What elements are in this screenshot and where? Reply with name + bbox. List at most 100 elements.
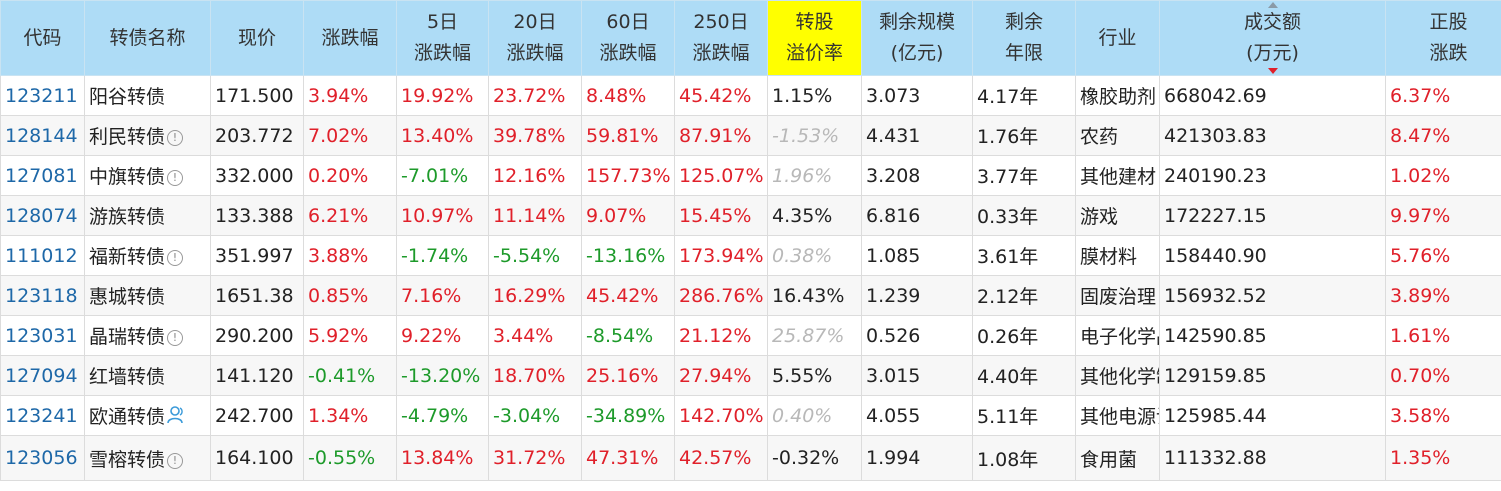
bond-name[interactable]: 雪榕转债! — [84, 435, 211, 481]
bond-code-link-text[interactable]: 127094 — [5, 364, 78, 387]
col-header-industry[interactable]: 行业 — [1075, 0, 1160, 76]
bond-code-link[interactable]: 127081 — [0, 155, 85, 196]
col-header-turnover[interactable]: 成交额 (万元) — [1159, 0, 1386, 76]
bond-code-link[interactable]: 123118 — [0, 275, 85, 316]
stock-change-value-text: 0.70% — [1390, 364, 1451, 387]
bond-code-link-text[interactable]: 128074 — [5, 204, 78, 227]
change-value: 0.85% — [303, 275, 397, 316]
bond-name[interactable]: 福新转债! — [84, 235, 211, 276]
info-icon[interactable]: ! — [167, 130, 184, 146]
table-row[interactable]: 123031 晶瑞转债! 290.200 5.92% 9.22% 3.44% -8.54% 2… — [0, 315, 1501, 356]
bond-name-text[interactable]: 惠城转债 — [89, 286, 166, 308]
table-row[interactable]: 128144 利民转债! 203.772 7.02% 13.40% 39.78% 59.81… — [0, 115, 1501, 156]
table-row[interactable]: 123056 雪榕转债! 164.100 -0.55% 13.84% 31.72% 47.3… — [0, 435, 1501, 481]
info-icon[interactable]: ! — [167, 330, 184, 346]
remaining-years-value: 3.61年 — [972, 235, 1076, 276]
user-icon[interactable] — [166, 405, 186, 425]
bond-code-link[interactable]: 123241 — [0, 395, 85, 436]
bond-code-link-text[interactable]: 127081 — [5, 164, 78, 187]
bond-code-link[interactable]: 123031 — [0, 315, 85, 356]
turnover-value-text: 125985.44 — [1164, 404, 1267, 427]
sort-descending-icon[interactable] — [1267, 68, 1278, 74]
table-row[interactable]: 127081 中旗转债! 332.000 0.20% -7.01% 12.16% 157.7… — [0, 155, 1501, 196]
convertible-bond-table: 代码 转债名称 现价 涨跌幅 5日 涨跌幅 20日 涨跌幅 60日 涨跌幅 250日涨… — [0, 0, 1501, 481]
change-250d-value: 42.57% — [674, 435, 768, 481]
turnover-value-text: 240190.23 — [1164, 164, 1267, 187]
change-250d-value: 45.42% — [674, 75, 768, 116]
bond-name[interactable]: 阳谷转债 — [84, 75, 211, 116]
table-row[interactable]: 128074 游族转债 133.388 6.21% 10.97% 11.14% 9.07% 1… — [0, 195, 1501, 236]
bond-name-text[interactable]: 红墙转债 — [89, 366, 166, 388]
bond-name-text[interactable]: 利民转债 — [89, 126, 166, 148]
bond-code-link-text[interactable]: 123056 — [5, 447, 78, 469]
premium-value: 4.35% — [767, 195, 862, 236]
change-60d-value: 47.31% — [581, 435, 675, 481]
stock-change-value-text: 3.89% — [1390, 284, 1451, 307]
info-icon[interactable]: ! — [167, 250, 184, 266]
bond-name[interactable]: 红墙转债 — [84, 355, 211, 396]
bond-code-link-text[interactable]: 123031 — [5, 324, 78, 347]
bond-code-link[interactable]: 128144 — [0, 115, 85, 156]
bond-code-link-text[interactable]: 111012 — [5, 244, 78, 267]
price-value-text: 203.772 — [215, 124, 294, 147]
stock-change-value: 3.58% — [1385, 395, 1501, 436]
table-row[interactable]: 123118 惠城转债 1651.38 0.85% 7.16% 16.29% 45.42% 2… — [0, 275, 1501, 316]
col-header-code[interactable]: 代码 — [0, 0, 85, 76]
col-header-20d-change[interactable]: 20日 涨跌幅 — [488, 0, 582, 76]
bond-name[interactable]: 中旗转债! — [84, 155, 211, 196]
bond-name-text[interactable]: 雪榕转债 — [89, 448, 166, 471]
table-row[interactable]: 111012 福新转债! 351.997 3.88% -1.74% -5.54% -13.1… — [0, 235, 1501, 276]
bond-code-link-text[interactable]: 123211 — [5, 84, 78, 107]
remaining-years-value-text: 5.11年 — [977, 406, 1039, 428]
change-5d-value: -7.01% — [396, 155, 489, 196]
bond-name[interactable]: 惠城转债 — [84, 275, 211, 316]
stock-change-value-text: 8.47% — [1390, 124, 1451, 147]
bond-name-text[interactable]: 阳谷转债 — [89, 86, 166, 108]
bond-name[interactable]: 欧通转债 — [84, 395, 211, 436]
bond-code-link[interactable]: 128074 — [0, 195, 85, 236]
industry-value: 其他电源设备 — [1075, 395, 1160, 436]
col-header-250d-change[interactable]: 250日 涨跌幅 — [674, 0, 768, 76]
sort-ascending-icon[interactable] — [1267, 2, 1278, 8]
bond-code-link[interactable]: 123211 — [0, 75, 85, 116]
premium-value: 0.38% — [767, 235, 862, 276]
col-header-remaining-years[interactable]: 剩余 年限 — [972, 0, 1076, 76]
change-5d-value: -4.79% — [396, 395, 489, 436]
bond-name-text[interactable]: 晶瑞转债 — [89, 326, 166, 348]
header-label: 60日 — [606, 11, 650, 33]
col-header-60d-change[interactable]: 60日 涨跌幅 — [581, 0, 675, 76]
bond-code-link[interactable]: 111012 — [0, 235, 85, 276]
change-250d-value: 15.45% — [674, 195, 768, 236]
bond-code-link-text[interactable]: 123241 — [5, 404, 78, 427]
col-header-price[interactable]: 现价 — [210, 0, 304, 76]
table-row[interactable]: 123241 欧通转债 242.700 1.34% -4.79% -3.04% -34.89… — [0, 395, 1501, 436]
industry-value-text: 农药 — [1080, 126, 1119, 148]
col-header-name[interactable]: 转债名称 — [84, 0, 211, 76]
col-header-stock-change[interactable]: 正股 涨跌 — [1385, 0, 1501, 76]
col-header-remaining-scale[interactable]: 剩余规模 (亿元) — [861, 0, 973, 76]
bond-name-text[interactable]: 欧通转债 — [89, 406, 166, 428]
premium-value: -0.32% — [767, 435, 862, 481]
header-label: 行业 — [1098, 26, 1137, 49]
table-row[interactable]: 127094 红墙转债 141.120 -0.41% -13.20% 18.70% 25.1… — [0, 355, 1501, 396]
col-header-premium[interactable]: 转股 溢价率 — [767, 0, 862, 76]
bond-name[interactable]: 游族转债 — [84, 195, 211, 236]
col-header-5d-change[interactable]: 5日 涨跌幅 — [396, 0, 489, 76]
bond-name[interactable]: 晶瑞转债! — [84, 315, 211, 356]
bond-code-link-text[interactable]: 128144 — [5, 124, 78, 147]
bond-name[interactable]: 利民转债! — [84, 115, 211, 156]
bond-name-text[interactable]: 福新转债 — [89, 246, 166, 268]
stock-change-value: 6.37% — [1385, 75, 1501, 116]
bond-code-link-text[interactable]: 123118 — [5, 284, 78, 307]
stock-change-value: 1.35% — [1385, 435, 1501, 481]
table-row[interactable]: 123211 阳谷转债 171.500 3.94% 19.92% 23.72% 8.48% 4… — [0, 75, 1501, 116]
price-value: 351.997 — [210, 235, 304, 276]
bond-code-link[interactable]: 123056 — [0, 435, 85, 481]
bond-name-text[interactable]: 游族转债 — [89, 206, 166, 228]
col-header-change[interactable]: 涨跌幅 — [303, 0, 397, 76]
info-icon[interactable]: ! — [167, 170, 184, 186]
info-icon[interactable]: ! — [167, 452, 184, 469]
bond-code-link[interactable]: 127094 — [0, 355, 85, 396]
price-value-text: 164.100 — [215, 447, 294, 469]
bond-name-text[interactable]: 中旗转债 — [89, 166, 166, 188]
